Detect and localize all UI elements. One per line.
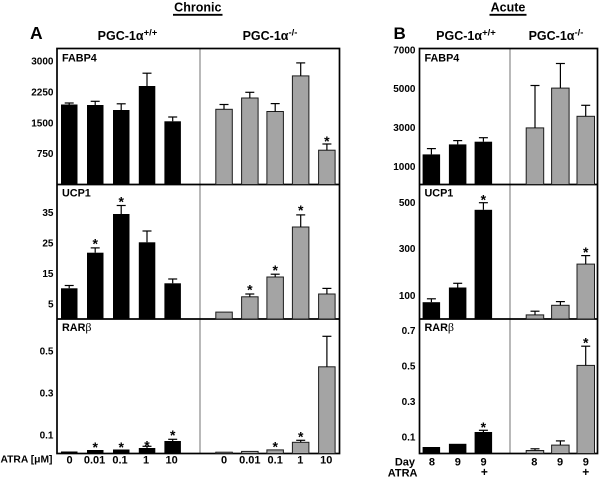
svg-text:9: 9 [480,456,486,468]
svg-text:*: * [481,192,487,208]
svg-text:9: 9 [455,456,461,468]
svg-text:10: 10 [165,454,177,466]
svg-text:3000: 3000 [31,57,54,68]
svg-text:0.3: 0.3 [402,397,416,408]
svg-text:*: * [298,202,304,218]
svg-text:0.5: 0.5 [402,362,416,373]
svg-text:1: 1 [297,454,303,466]
svg-text:9: 9 [557,456,563,468]
svg-text:0: 0 [66,454,72,466]
svg-text:RARβ: RARβ [62,320,92,334]
svg-text:1000: 1000 [393,162,416,173]
svg-text:Acute: Acute [491,1,526,15]
svg-text:0.1: 0.1 [112,454,127,466]
svg-text:PGC-1α-/-: PGC-1α-/- [529,28,584,44]
svg-text:*: * [144,438,150,454]
svg-text:7000: 7000 [393,45,416,56]
svg-text:*: * [298,429,304,445]
svg-text:0.01: 0.01 [239,454,260,466]
svg-text:8: 8 [531,456,537,468]
svg-text:500: 500 [399,198,416,209]
svg-text:1500: 1500 [31,118,54,129]
svg-text:+: + [582,465,589,478]
svg-text:UCP1: UCP1 [425,187,454,199]
svg-text:3000: 3000 [393,123,416,134]
svg-text:*: * [583,244,589,260]
svg-text:750: 750 [37,149,54,160]
svg-text:300: 300 [399,244,416,255]
svg-text:25: 25 [42,239,54,250]
svg-text:0.1: 0.1 [268,454,283,466]
svg-text:0.1: 0.1 [402,433,416,444]
svg-text:PGC-1α+/+: PGC-1α+/+ [98,28,158,44]
svg-text:9: 9 [583,456,589,468]
svg-text:B: B [394,24,406,43]
svg-text:5: 5 [48,299,54,310]
svg-text:0.7: 0.7 [402,326,416,337]
svg-text:*: * [324,133,330,149]
svg-text:0.3: 0.3 [40,389,54,400]
svg-text:*: * [583,335,589,351]
svg-text:*: * [272,438,278,454]
svg-text:0.1: 0.1 [40,430,54,441]
svg-text:*: * [272,262,278,278]
svg-text:Chronic: Chronic [174,1,221,15]
svg-text:5000: 5000 [393,84,416,95]
svg-text:UCP1: UCP1 [62,187,91,199]
svg-text:FABP4: FABP4 [62,53,97,65]
svg-text:RARβ: RARβ [425,320,455,334]
svg-text:*: * [92,439,98,455]
svg-text:A: A [30,23,43,43]
svg-text:ATRA [μM]: ATRA [μM] [0,455,52,466]
svg-text:*: * [92,236,98,252]
svg-text:0.01: 0.01 [84,454,105,466]
svg-text:*: * [170,427,176,443]
svg-text:PGC-1α-/-: PGC-1α-/- [243,28,298,44]
svg-text:ATRA: ATRA [388,467,418,478]
svg-text:PGC-1α+/+: PGC-1α+/+ [436,28,496,44]
svg-text:8: 8 [429,456,435,468]
svg-text:Day: Day [395,456,416,468]
svg-text:*: * [247,282,253,298]
svg-text:0: 0 [221,454,227,466]
svg-text:15: 15 [42,269,54,280]
svg-text:*: * [118,439,124,455]
svg-text:35: 35 [42,208,54,219]
svg-text:*: * [118,194,124,210]
svg-text:1: 1 [143,454,149,466]
svg-text:*: * [481,419,487,435]
svg-text:100: 100 [399,291,416,302]
svg-text:0.5: 0.5 [40,347,54,358]
svg-text:2250: 2250 [31,88,54,99]
svg-text:10: 10 [320,454,332,466]
svg-text:+: + [481,465,488,478]
svg-text:FABP4: FABP4 [425,53,460,65]
